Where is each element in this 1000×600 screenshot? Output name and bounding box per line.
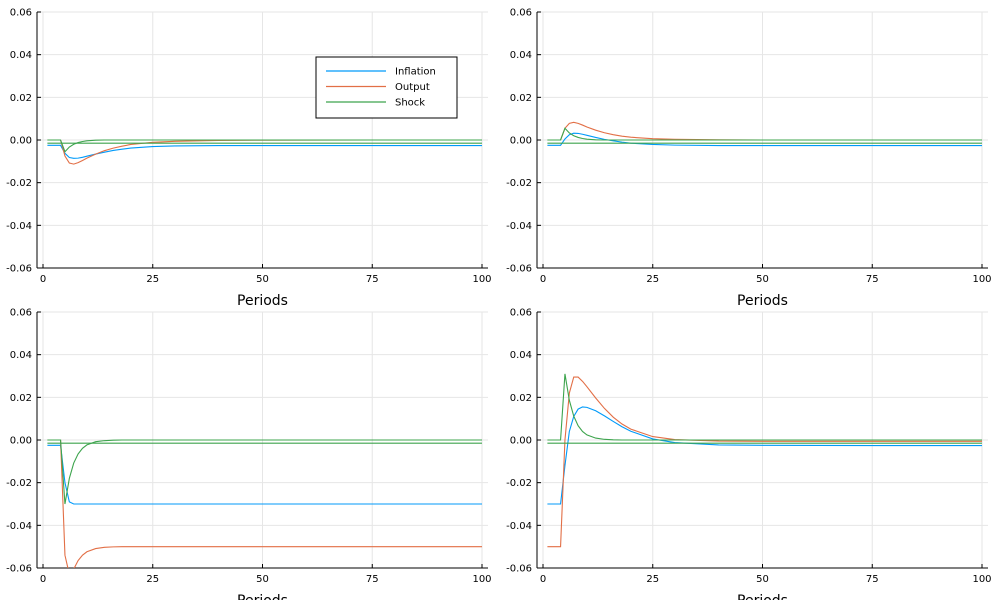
y-tick-label: -0.02 xyxy=(6,178,32,189)
x-tick-label: 0 xyxy=(540,574,546,585)
x-tick-label: 50 xyxy=(256,574,269,585)
y-tick-label: 0.06 xyxy=(10,8,32,19)
legend-label: Output xyxy=(395,82,430,93)
y-tick-label: 0.00 xyxy=(10,436,32,447)
y-tick-label: 0.02 xyxy=(10,393,32,404)
y-tick-label: 0.00 xyxy=(510,136,532,147)
y-tick-label: -0.02 xyxy=(6,478,32,489)
x-tick-label: 50 xyxy=(256,274,269,285)
x-tick-label: 50 xyxy=(756,274,769,285)
y-tick-label: -0.06 xyxy=(506,264,532,275)
x-tick-label: 75 xyxy=(866,574,879,585)
y-tick-label: -0.04 xyxy=(6,521,32,532)
series-line-output xyxy=(547,121,982,141)
y-tick-label: 0.04 xyxy=(10,350,32,361)
y-tick-label: 0.06 xyxy=(10,308,32,319)
x-tick-label: 0 xyxy=(40,574,46,585)
y-tick-label: 0.04 xyxy=(10,50,32,61)
x-tick-label: 75 xyxy=(366,274,379,285)
series-line-inflation xyxy=(47,444,482,505)
y-tick-label: -0.02 xyxy=(506,178,532,189)
x-axis-label: Periods xyxy=(237,593,288,600)
panel-1: -0.06 -0.04 -0.02 0.00 0.02 0.04 0.06 0 25 50 75 10… xyxy=(6,8,491,310)
x-tick-label: 100 xyxy=(472,574,491,585)
legend: Inflation Output Shock xyxy=(315,56,458,119)
series-line-output xyxy=(47,439,482,568)
series-line-inflation xyxy=(47,144,482,159)
x-tick-label: 100 xyxy=(472,274,491,285)
x-tick-label: 0 xyxy=(540,274,546,285)
y-tick-label: 0.00 xyxy=(10,136,32,147)
y-tick-label: -0.02 xyxy=(506,478,532,489)
y-tick-label: -0.06 xyxy=(6,264,32,275)
x-tick-label: 50 xyxy=(756,574,769,585)
y-tick-label: -0.06 xyxy=(6,564,32,575)
x-tick-label: 100 xyxy=(972,574,991,585)
y-tick-label: -0.04 xyxy=(6,221,32,232)
x-axis-label: Periods xyxy=(737,293,788,309)
y-tick-label: 0.06 xyxy=(510,308,532,319)
y-tick-label: 0.06 xyxy=(510,8,532,19)
x-tick-label: 25 xyxy=(646,274,659,285)
panel-2: -0.06 -0.04 -0.02 0.00 0.02 0.04 0.06 0 25 50 75 10… xyxy=(506,8,991,310)
y-tick-label: 0.02 xyxy=(10,93,32,104)
x-tick-label: 25 xyxy=(146,574,159,585)
series-line-shock xyxy=(547,127,982,141)
x-tick-label: 75 xyxy=(366,574,379,585)
legend-box xyxy=(315,56,458,119)
x-axis-label: Periods xyxy=(237,293,288,309)
y-tick-label: 0.04 xyxy=(510,350,532,361)
y-tick-label: -0.06 xyxy=(506,564,532,575)
x-tick-label: 100 xyxy=(972,274,991,285)
series-line-shock xyxy=(47,439,482,505)
x-axis-label: Periods xyxy=(737,593,788,600)
series-line-shock xyxy=(47,139,482,153)
y-tick-label: -0.04 xyxy=(506,521,532,532)
x-tick-label: 0 xyxy=(40,274,46,285)
series-line-shock xyxy=(547,373,982,441)
y-tick-label: 0.00 xyxy=(510,436,532,447)
panel-4: -0.06 -0.04 -0.02 0.00 0.02 0.04 0.06 0 25 50 75 10… xyxy=(506,308,991,600)
y-tick-label: 0.02 xyxy=(510,393,532,404)
legend-label: Inflation xyxy=(395,67,436,78)
panel-3: -0.06 -0.04 -0.02 0.00 0.02 0.04 0.06 0 25 50 75 10… xyxy=(6,308,491,600)
series-line-output xyxy=(547,376,982,548)
y-tick-label: 0.02 xyxy=(510,93,532,104)
x-tick-label: 75 xyxy=(866,274,879,285)
x-tick-label: 25 xyxy=(646,574,659,585)
series-line-inflation xyxy=(547,406,982,505)
x-tick-label: 25 xyxy=(146,274,159,285)
y-tick-label: 0.04 xyxy=(510,50,532,61)
y-tick-label: -0.04 xyxy=(506,221,532,232)
legend-label: Shock xyxy=(395,98,425,109)
